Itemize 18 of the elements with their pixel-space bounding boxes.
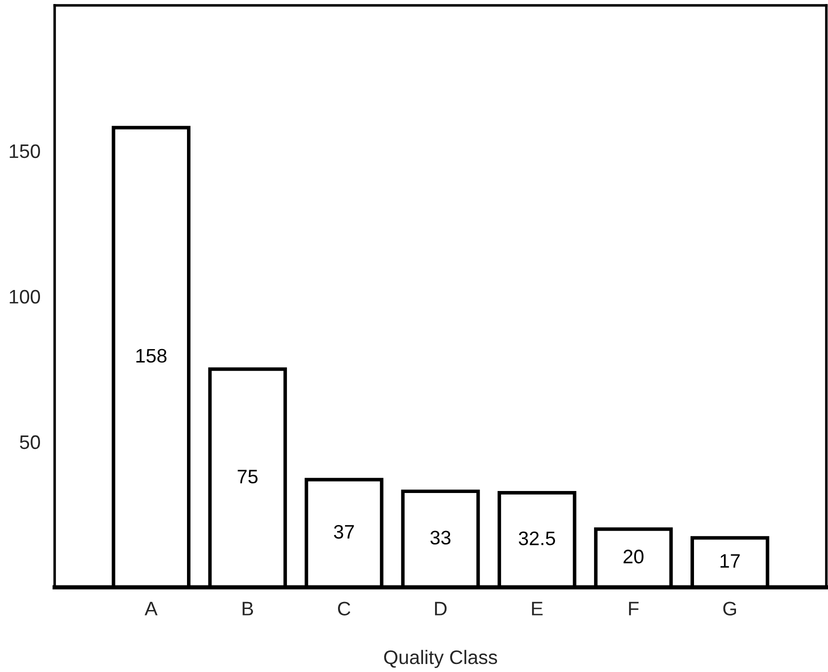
data-label: 158: [136, 348, 166, 363]
x-tick-label: G: [723, 602, 736, 616]
x-tick-label: E: [532, 602, 543, 616]
data-label: 32.5: [518, 531, 556, 546]
x-tick-label: A: [144, 602, 158, 616]
data-label: 75: [238, 470, 258, 484]
data-label: 33: [430, 530, 450, 545]
x-tick-label: C: [338, 602, 350, 616]
x-tick-label: F: [629, 602, 639, 616]
x-tick-label: B: [242, 602, 254, 616]
y-tick-label: 100: [10, 290, 40, 304]
data-label: 37: [334, 524, 354, 539]
data-label: 17: [720, 554, 740, 568]
y-tick-label: 50: [20, 435, 40, 450]
x-axis-title: Quality Class: [384, 650, 498, 668]
data-label: 20: [624, 550, 644, 564]
x-tick-label: D: [435, 602, 447, 616]
y-tick-label: 150: [10, 144, 40, 158]
